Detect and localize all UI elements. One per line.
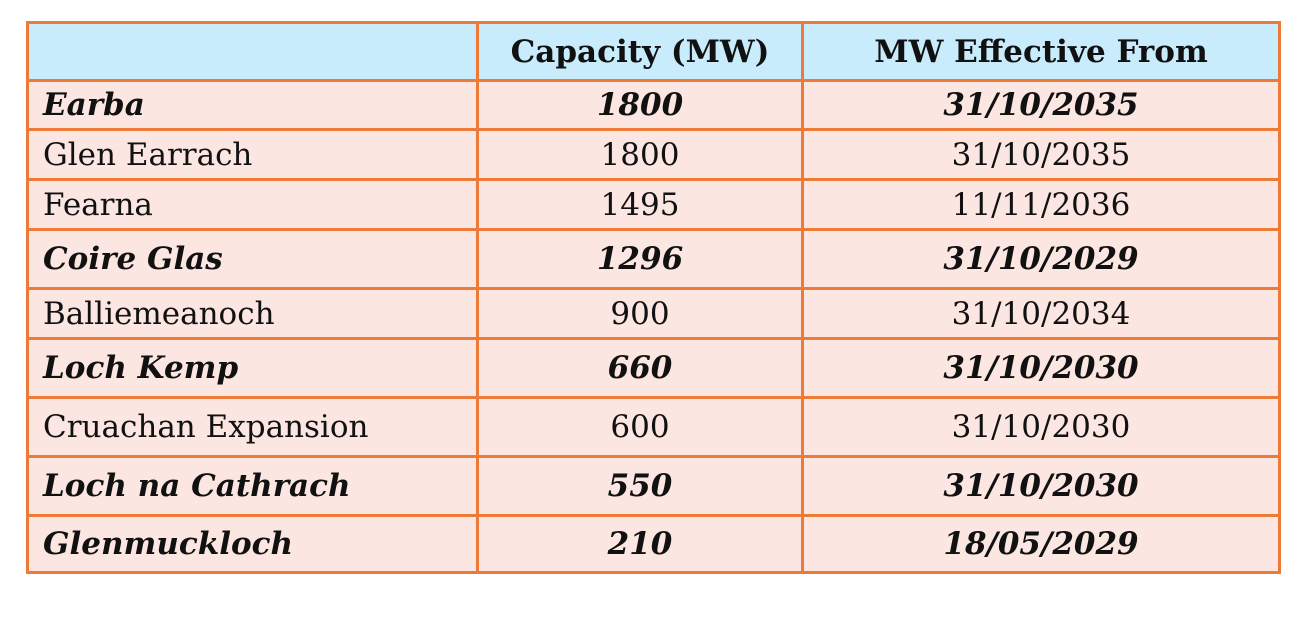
- table-header-row: Capacity (MW) MW Effective From: [26, 21, 1281, 82]
- row-name: Glen Earrach: [26, 128, 479, 181]
- capacity-table-container: Capacity (MW) MW Effective From Earba 18…: [26, 21, 1281, 574]
- row-effective-from: 11/11/2036: [801, 178, 1281, 231]
- row-effective-from: 31/10/2034: [801, 287, 1281, 340]
- row-capacity: 1296: [476, 228, 804, 290]
- row-name: Coire Glas: [26, 228, 479, 290]
- table-row: Cruachan Expansion 600 31/10/2030: [26, 396, 1281, 458]
- table-row: Loch na Cathrach 550 31/10/2030: [26, 455, 1281, 517]
- row-effective-from: 31/10/2030: [801, 396, 1281, 458]
- table-row: Balliemeanoch 900 31/10/2034: [26, 287, 1281, 340]
- table-body: Earba 1800 31/10/2035 Glen Earrach 1800 …: [26, 79, 1281, 574]
- row-effective-from: 31/10/2030: [801, 455, 1281, 517]
- row-capacity: 1800: [476, 79, 804, 131]
- row-effective-from: 31/10/2035: [801, 79, 1281, 131]
- header-name: [26, 21, 479, 82]
- table-row: Glenmuckloch 210 18/05/2029: [26, 514, 1281, 574]
- header-effective-from: MW Effective From: [801, 21, 1281, 82]
- row-capacity: 1495: [476, 178, 804, 231]
- row-name: Glenmuckloch: [26, 514, 479, 574]
- row-name: Balliemeanoch: [26, 287, 479, 340]
- row-name: Loch Kemp: [26, 337, 479, 399]
- row-capacity: 660: [476, 337, 804, 399]
- row-capacity: 210: [476, 514, 804, 574]
- row-effective-from: 31/10/2035: [801, 128, 1281, 181]
- row-effective-from: 31/10/2029: [801, 228, 1281, 290]
- table-row: Loch Kemp 660 31/10/2030: [26, 337, 1281, 399]
- table-row: Fearna 1495 11/11/2036: [26, 178, 1281, 231]
- row-capacity: 900: [476, 287, 804, 340]
- header-capacity: Capacity (MW): [476, 21, 804, 82]
- row-capacity: 600: [476, 396, 804, 458]
- table-row: Glen Earrach 1800 31/10/2035: [26, 128, 1281, 181]
- row-name: Cruachan Expansion: [26, 396, 479, 458]
- capacity-table: Capacity (MW) MW Effective From Earba 18…: [26, 21, 1281, 574]
- row-capacity: 550: [476, 455, 804, 517]
- table-row: Coire Glas 1296 31/10/2029: [26, 228, 1281, 290]
- table-row: Earba 1800 31/10/2035: [26, 79, 1281, 131]
- row-name: Earba: [26, 79, 479, 131]
- row-name: Fearna: [26, 178, 479, 231]
- row-effective-from: 18/05/2029: [801, 514, 1281, 574]
- row-effective-from: 31/10/2030: [801, 337, 1281, 399]
- row-capacity: 1800: [476, 128, 804, 181]
- row-name: Loch na Cathrach: [26, 455, 479, 517]
